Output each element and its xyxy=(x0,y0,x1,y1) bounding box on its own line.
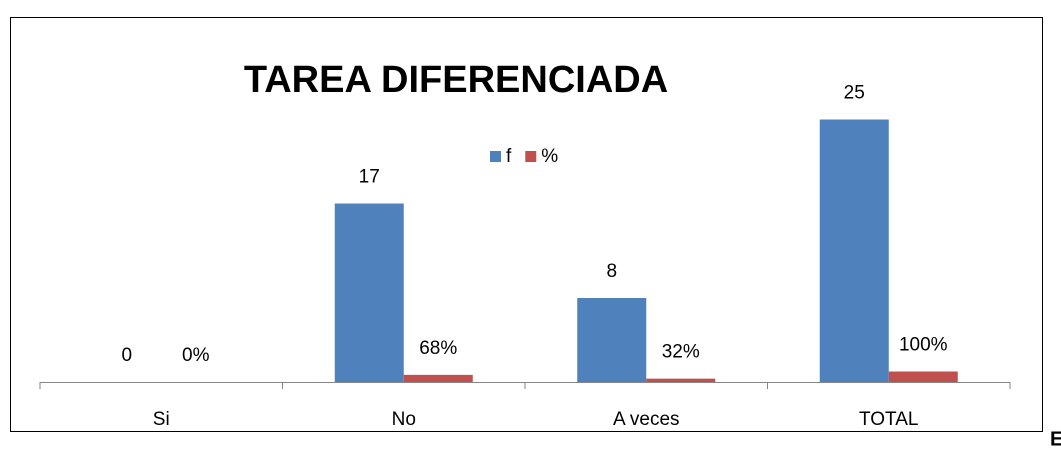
value-label: 25 xyxy=(844,83,865,104)
x-tick-label: Si xyxy=(153,409,170,430)
bar xyxy=(577,298,647,382)
x-tick-label: TOTAL xyxy=(859,409,918,430)
bar xyxy=(334,203,404,382)
value-label: 0% xyxy=(182,345,210,366)
value-label: 17 xyxy=(359,167,380,188)
value-label: 8 xyxy=(606,261,617,282)
bar xyxy=(888,371,958,382)
x-tick-label: No xyxy=(392,409,416,430)
value-label: 68% xyxy=(419,338,457,359)
legend-swatch xyxy=(490,151,501,162)
legend-swatch xyxy=(525,151,537,162)
chart-title: TAREA DIFERENCIADA xyxy=(244,59,668,101)
value-label: 32% xyxy=(662,342,700,363)
value-label: 100% xyxy=(899,335,948,356)
x-tick-label: A veces xyxy=(613,409,680,430)
bar xyxy=(819,119,889,382)
bar xyxy=(403,374,473,382)
legend-label: f xyxy=(506,146,512,167)
bar xyxy=(646,378,716,382)
value-label: 0 xyxy=(121,345,132,366)
legend-label: % xyxy=(541,146,558,167)
side-text: E xyxy=(1050,428,1061,450)
